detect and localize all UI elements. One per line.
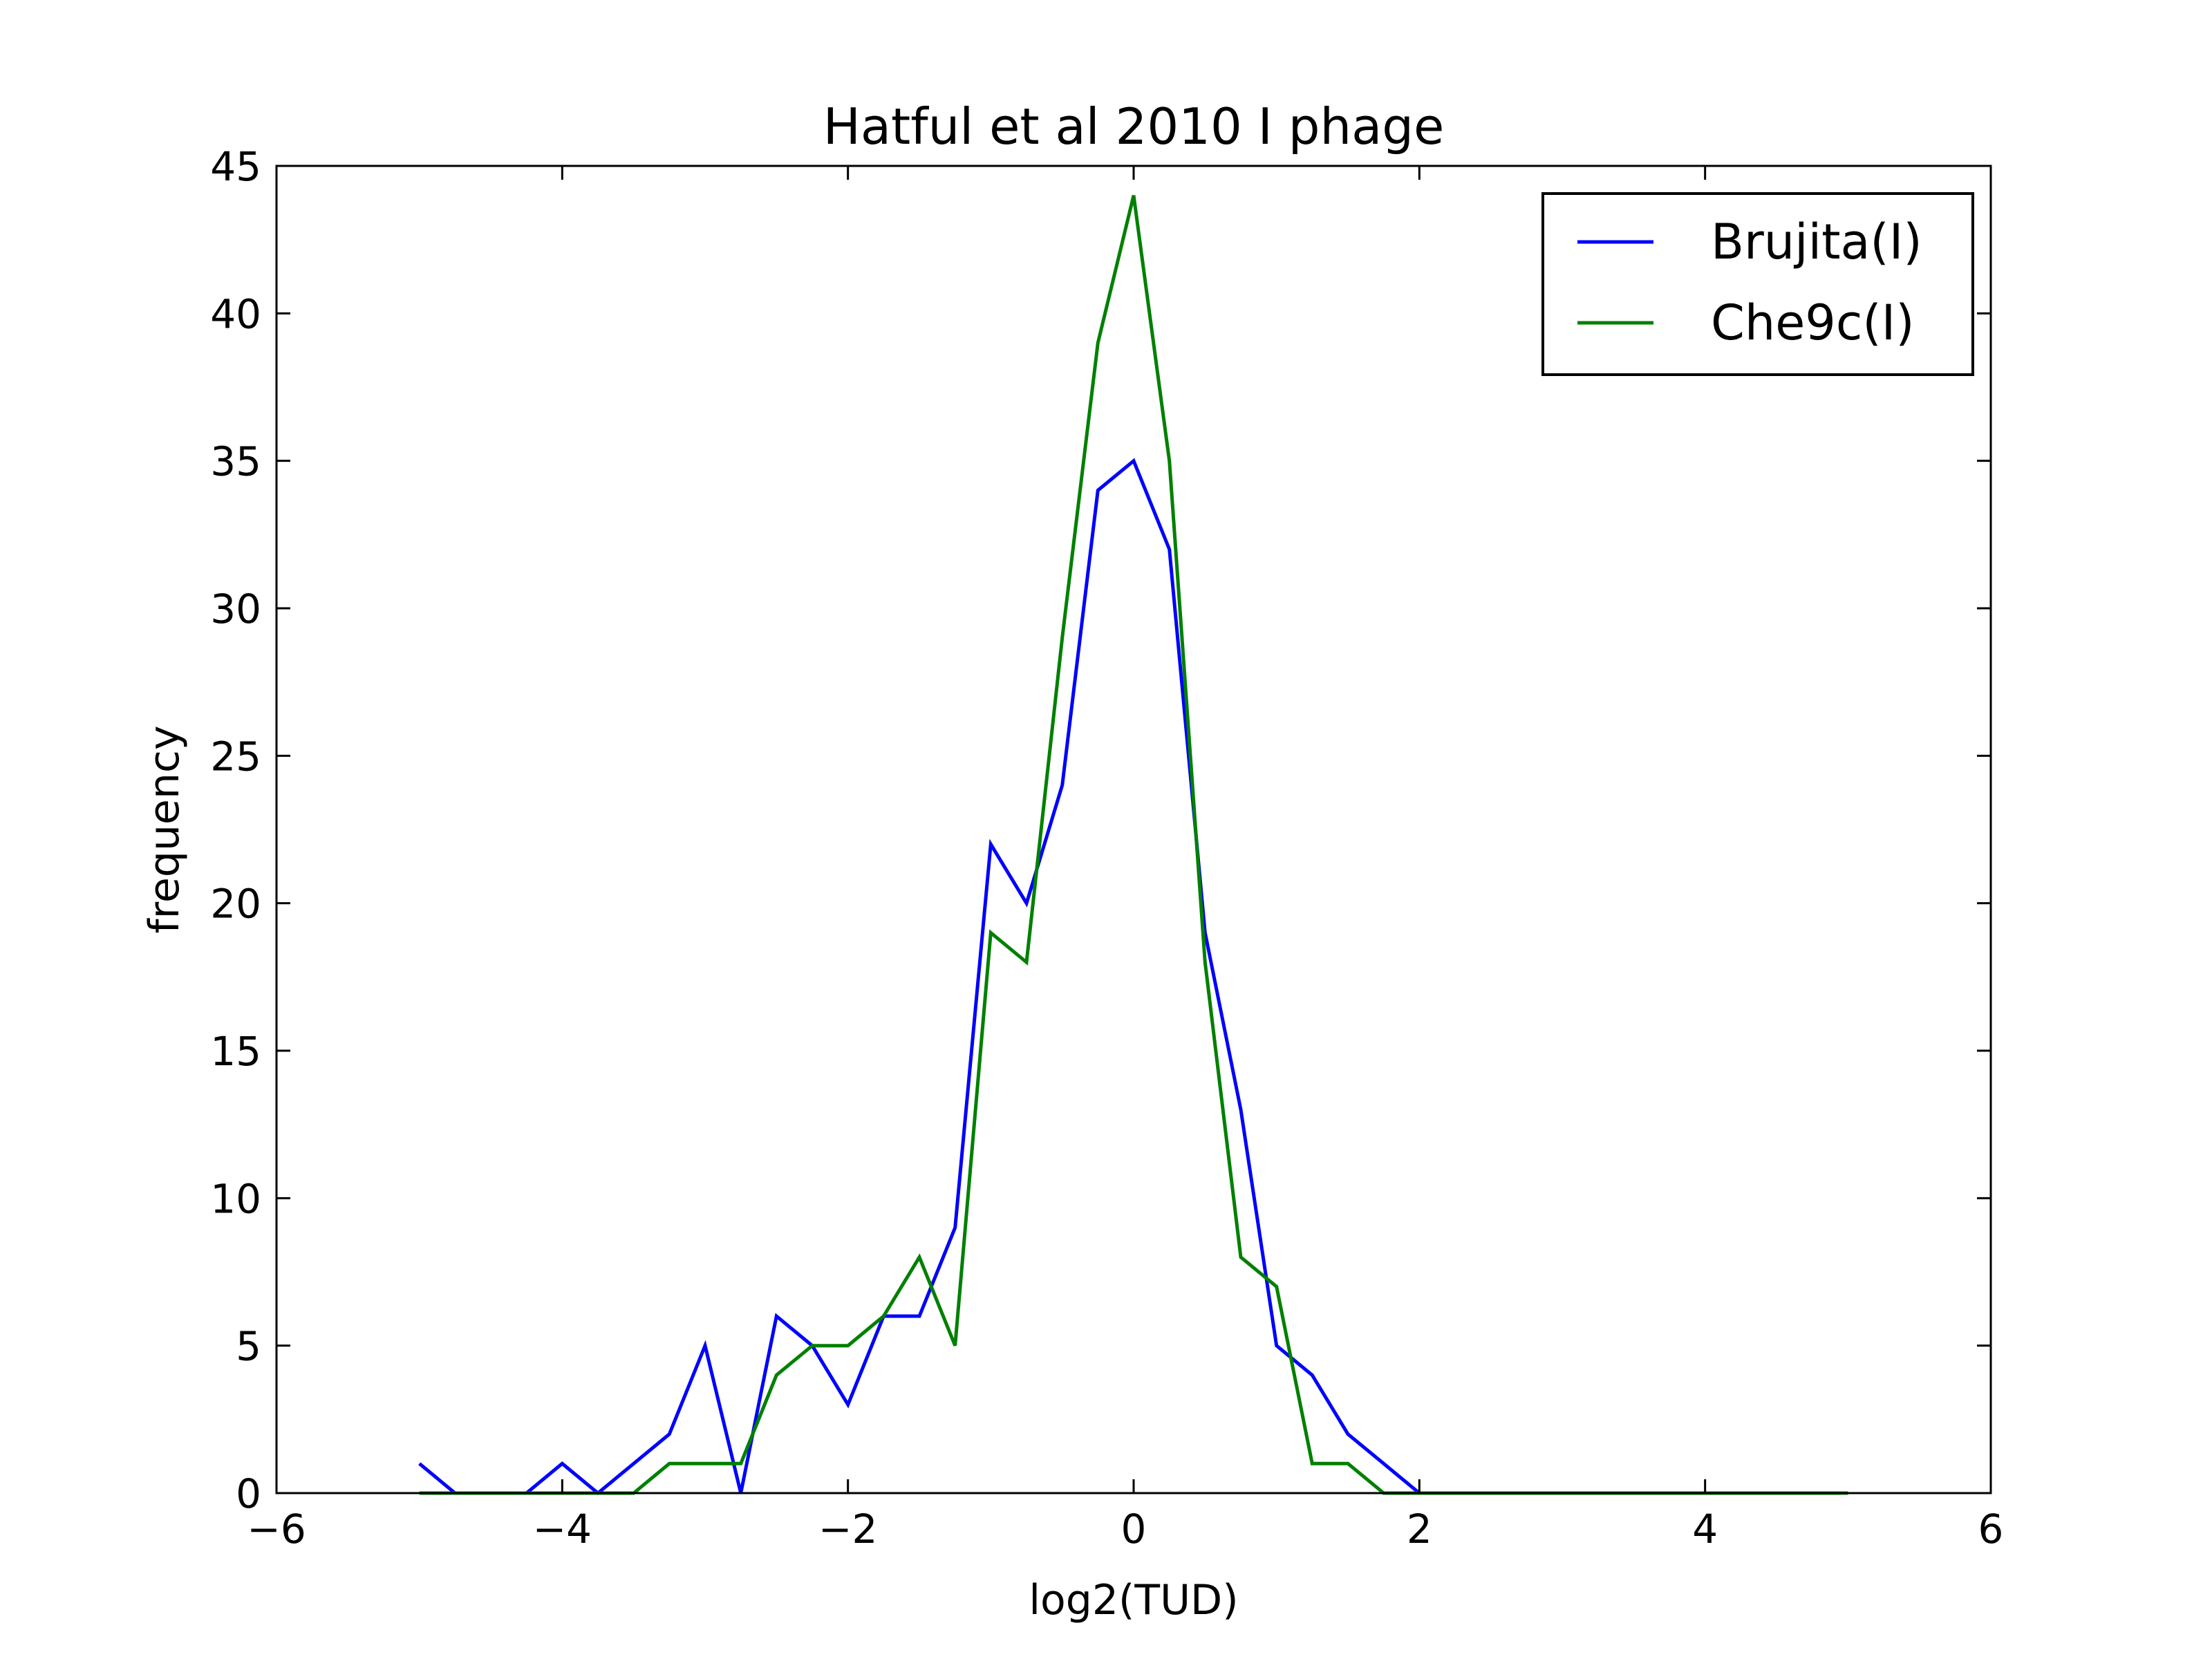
y-tick-label: 45 [210, 143, 261, 190]
x-axis-label: log2(TUD) [1029, 1576, 1238, 1624]
y-tick-label: 30 [210, 585, 261, 632]
x-tick-label: −2 [818, 1506, 878, 1553]
x-tick-label: 2 [1407, 1506, 1432, 1553]
y-tick-label: 10 [210, 1175, 261, 1222]
x-tick-label: −6 [247, 1506, 306, 1553]
legend-box [1541, 192, 1974, 376]
x-tick-label: −4 [533, 1506, 592, 1553]
axis-ticks: −6 −4 −2 0 2 4 6 0 5 10 15 20 25 30 35 40 45 [210, 143, 2003, 1553]
y-tick-label: 5 [236, 1323, 261, 1370]
x-tick-label: 4 [1692, 1506, 1718, 1553]
y-axis-label: frequency [140, 726, 189, 934]
x-tick-label: 0 [1121, 1506, 1147, 1553]
legend: Brujita(I) Che9c(I) [1541, 192, 1974, 376]
y-tick-label: 40 [210, 290, 261, 337]
legend-label-brujita: Brujita(I) [1711, 214, 1922, 270]
y-tick-label: 20 [210, 881, 261, 928]
y-tick-label: 35 [210, 438, 261, 485]
plot-background [276, 166, 1991, 1493]
x-tick-label: 6 [1978, 1506, 2004, 1553]
y-tick-label: 25 [210, 733, 261, 780]
chart-title: Hatful et al 2010 I phage [823, 97, 1445, 156]
y-tick-label: 0 [236, 1470, 261, 1517]
legend-label-che9c: Che9c(I) [1711, 294, 1915, 351]
y-tick-label: 15 [210, 1028, 261, 1075]
plot-frame [275, 165, 1992, 1494]
